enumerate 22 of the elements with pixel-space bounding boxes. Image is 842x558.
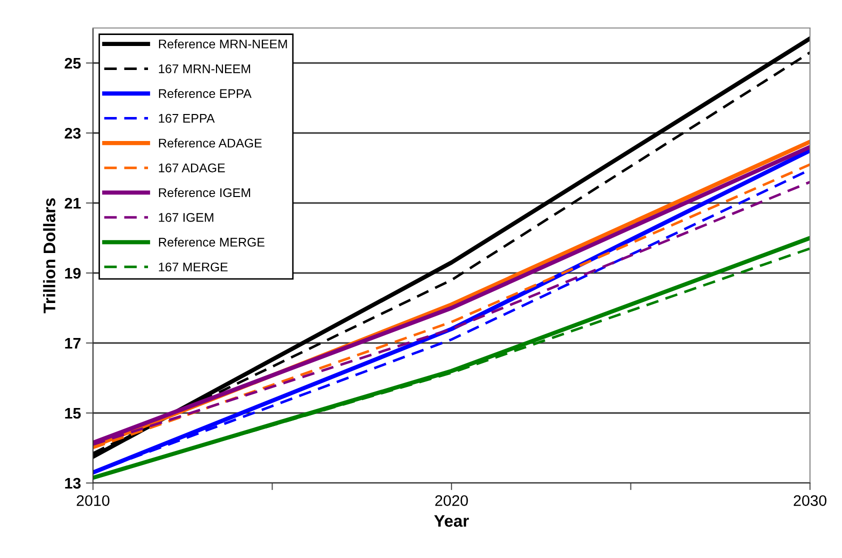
y-tick-label: 15 xyxy=(65,408,81,419)
x-tick-label: 2020 xyxy=(435,495,468,506)
legend-label: 167 MERGE xyxy=(158,262,228,272)
y-tick-label: 25 xyxy=(64,58,81,69)
legend-label: 167 IGEM xyxy=(158,213,214,222)
y-tick-label: 17 xyxy=(65,338,81,349)
x-tick-label: 2030 xyxy=(794,495,826,506)
legend-label: 167 ADAGE xyxy=(158,163,225,172)
legend-label: Reference MRN-NEEM xyxy=(159,39,287,48)
y-tick-label: 23 xyxy=(64,128,81,139)
x-axis-title: Year xyxy=(434,515,469,527)
y-tick-label: 19 xyxy=(65,268,81,279)
legend-label: Reference EPPA xyxy=(159,88,252,98)
legend-label: Reference ADAGE xyxy=(159,138,262,148)
y-tick-label: 13 xyxy=(65,478,81,489)
legend-label: Reference MERGE xyxy=(159,237,264,247)
y-tick-label: 21 xyxy=(64,198,81,209)
y-axis-title: Trillion Dollars xyxy=(43,198,56,314)
legend-label: 167 EPPA xyxy=(158,114,215,123)
x-tick-label: 2010 xyxy=(76,495,110,506)
legend-label: Reference IGEM xyxy=(159,188,250,198)
legend-label: 167 MRN-NEEM xyxy=(158,64,250,74)
